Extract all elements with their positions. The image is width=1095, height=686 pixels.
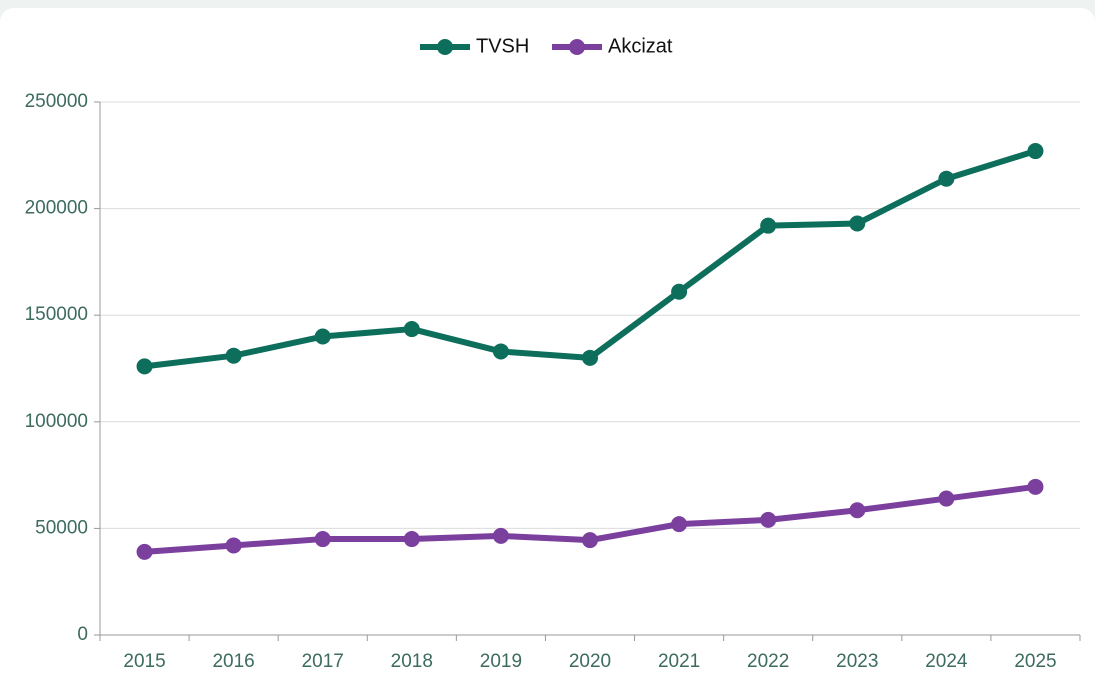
x-tick-label: 2019 [480,651,522,672]
data-point [225,347,242,364]
data-point [403,321,420,338]
y-tick-label: 0 [77,624,88,645]
data-point [938,170,955,187]
data-point [849,215,866,232]
x-tick-label: 2024 [925,651,968,672]
data-point [314,328,331,345]
data-point [136,358,153,375]
legend-text: Akcizat [608,35,673,57]
x-tick-label: 2017 [302,651,344,672]
x-tick-label: 2025 [1014,651,1056,672]
x-tick-label: 2018 [391,651,433,672]
x-tick-label: 2022 [747,651,789,672]
data-point [492,343,509,360]
data-point [403,531,420,548]
data-point [760,511,777,528]
data-point [314,531,331,548]
legend-marker [569,39,585,55]
data-point [225,537,242,554]
x-tick-label: 2015 [123,651,165,672]
y-tick-label: 100000 [25,411,88,432]
y-tick-label: 200000 [25,198,88,219]
data-point [1027,143,1044,160]
x-tick-label: 2020 [569,651,611,672]
data-point [671,283,688,300]
data-point [760,217,777,234]
data-point [849,502,866,519]
legend-marker [437,39,453,55]
data-point [582,349,598,366]
x-tick-label: 2021 [658,651,700,672]
y-tick-label: 50000 [35,517,88,538]
y-tick-label: 250000 [25,91,88,112]
data-point [582,532,598,549]
series-line [144,148,1037,370]
chart-card [0,8,1095,686]
x-tick-label: 2023 [836,651,878,672]
legend-text: TVSH [476,35,529,57]
data-point [938,490,955,507]
x-tick-label: 2016 [212,651,254,672]
data-point [671,516,688,533]
data-point [136,543,153,560]
y-tick-label: 150000 [25,304,88,325]
data-point [492,527,509,544]
data-point [1027,478,1044,495]
